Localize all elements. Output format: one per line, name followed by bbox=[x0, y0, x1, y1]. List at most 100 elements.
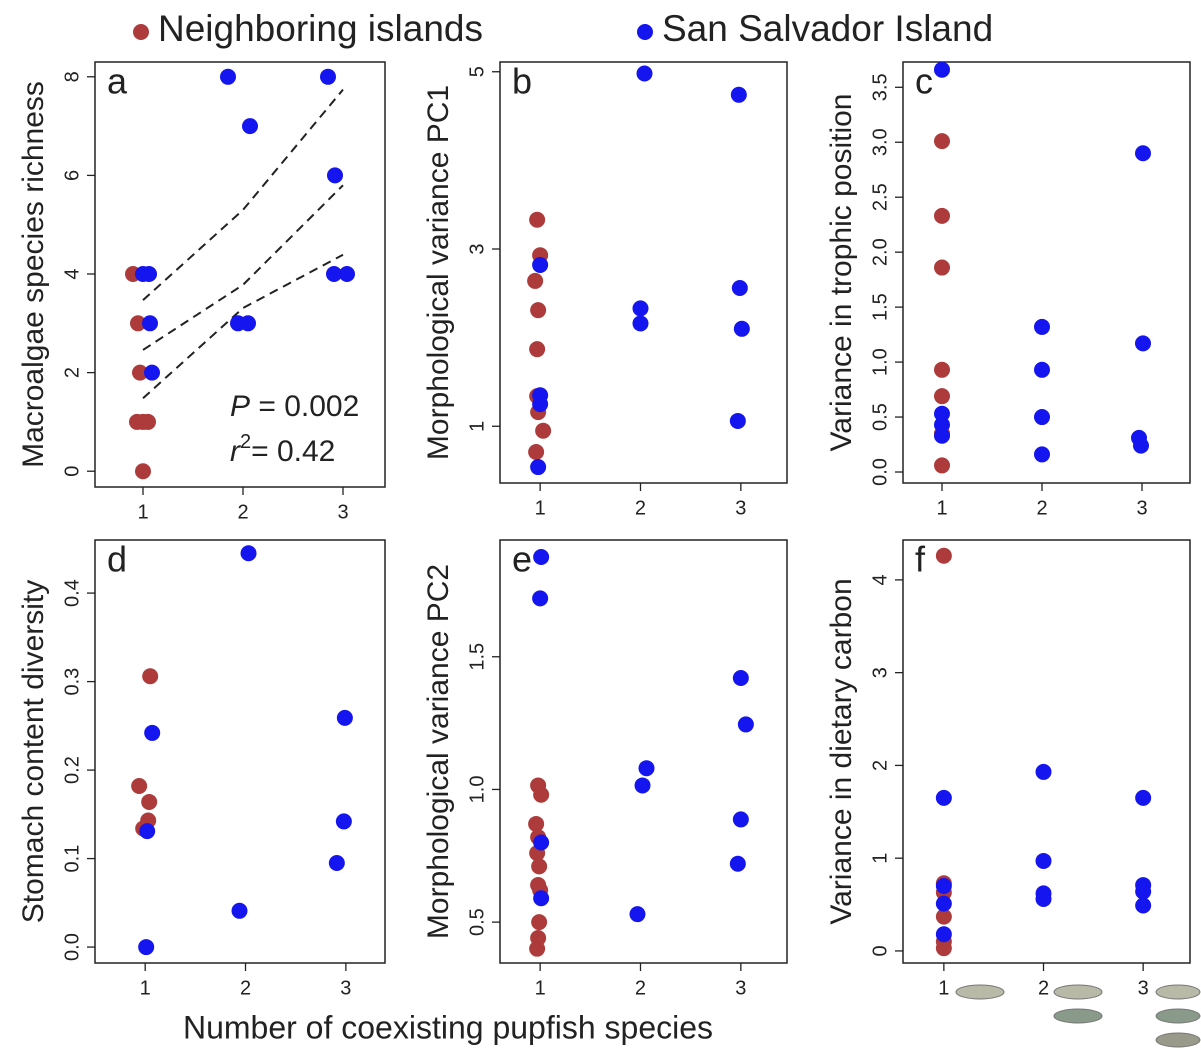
y-tick-label: 0.1 bbox=[61, 845, 83, 873]
fish-icon bbox=[1053, 1008, 1103, 1024]
data-point bbox=[935, 789, 952, 806]
data-point bbox=[531, 858, 548, 875]
panel-label: a bbox=[107, 61, 128, 102]
data-point bbox=[935, 926, 952, 943]
data-point bbox=[638, 760, 655, 777]
y-tick-label: 2.0 bbox=[869, 238, 891, 266]
data-point bbox=[231, 902, 248, 919]
data-point bbox=[730, 86, 747, 103]
data-point bbox=[1133, 437, 1149, 454]
y-axis-title: Variance in dietary carbon bbox=[825, 578, 858, 924]
x-axis-title: Number of coexisting pupfish species bbox=[183, 1009, 713, 1045]
data-point bbox=[131, 778, 148, 795]
y-axis-title: Morphological variance PC1 bbox=[422, 85, 455, 460]
data-point bbox=[934, 259, 950, 276]
data-point bbox=[1034, 446, 1050, 463]
x-tick-label: 1 bbox=[936, 497, 947, 519]
x-tick-label: 3 bbox=[735, 497, 746, 519]
data-point bbox=[1135, 789, 1152, 806]
data-point bbox=[339, 266, 355, 283]
data-point bbox=[326, 266, 342, 283]
x-tick-label: 1 bbox=[140, 977, 151, 999]
data-point bbox=[731, 280, 748, 297]
data-point bbox=[138, 939, 155, 956]
data-point bbox=[533, 890, 550, 907]
data-point bbox=[532, 396, 549, 413]
data-point bbox=[336, 709, 353, 726]
data-point bbox=[634, 777, 651, 794]
data-point bbox=[1035, 763, 1052, 780]
fish-icon bbox=[1155, 1032, 1201, 1048]
data-point bbox=[729, 412, 746, 429]
data-point bbox=[1135, 335, 1151, 352]
data-point bbox=[141, 793, 158, 810]
data-point bbox=[327, 167, 343, 184]
y-tick-label: 6 bbox=[61, 170, 83, 181]
data-point bbox=[130, 315, 146, 332]
data-point bbox=[934, 133, 950, 150]
data-point bbox=[532, 590, 549, 607]
data-point bbox=[144, 364, 160, 381]
data-point bbox=[528, 443, 545, 460]
legend-marker bbox=[133, 24, 149, 40]
annotation-text: = 0.42 bbox=[251, 435, 335, 468]
data-point bbox=[240, 545, 257, 562]
data-point bbox=[632, 300, 649, 317]
data-point bbox=[1135, 145, 1151, 162]
fish-icon bbox=[955, 984, 1005, 1000]
data-point bbox=[934, 405, 950, 422]
y-tick-label: 1 bbox=[466, 421, 488, 432]
legend-label: San Salvador Island bbox=[662, 8, 993, 49]
y-tick-label: 0.5 bbox=[869, 403, 891, 431]
y-tick-label: 0.2 bbox=[61, 756, 83, 784]
y-tick-label: 1.5 bbox=[466, 643, 488, 671]
x-tick-label: 3 bbox=[340, 977, 351, 999]
y-tick-label: 0 bbox=[869, 945, 891, 956]
data-point bbox=[529, 940, 546, 957]
x-tick-label: 3 bbox=[337, 501, 348, 523]
data-point bbox=[328, 855, 345, 872]
plot-frame bbox=[902, 539, 1191, 964]
fit-line bbox=[142, 253, 344, 399]
data-point bbox=[535, 422, 552, 439]
fish-icon bbox=[1155, 984, 1201, 1000]
y-tick-label: 0.4 bbox=[61, 579, 83, 607]
data-point bbox=[533, 548, 550, 565]
data-point bbox=[1135, 883, 1152, 900]
y-tick-label: 0.0 bbox=[61, 933, 83, 961]
plot-frame bbox=[499, 61, 788, 484]
data-point bbox=[528, 815, 545, 832]
y-axis-title: Morphological variance PC2 bbox=[422, 564, 455, 939]
data-point bbox=[632, 315, 649, 332]
x-tick-label: 3 bbox=[735, 977, 746, 999]
fit-line bbox=[142, 184, 344, 351]
y-tick-label: 8 bbox=[61, 71, 83, 82]
y-axis-title: Stomach content diversity bbox=[17, 580, 50, 924]
data-point bbox=[934, 416, 950, 433]
y-tick-label: 0.3 bbox=[61, 668, 83, 696]
x-tick-label: 3 bbox=[1136, 497, 1147, 519]
y-tick-label: 3 bbox=[869, 667, 891, 678]
x-tick-label: 1 bbox=[535, 497, 546, 519]
annotation-text: = 0.002 bbox=[250, 390, 359, 423]
data-point bbox=[141, 266, 157, 283]
annotation: r2= 0.42 bbox=[230, 431, 335, 468]
legend-marker bbox=[637, 24, 653, 40]
x-tick-label: 2 bbox=[635, 977, 646, 999]
annotation-variable: r bbox=[230, 435, 241, 468]
y-tick-label: 2 bbox=[869, 760, 891, 771]
annotation-variable: P bbox=[230, 390, 250, 423]
data-point bbox=[140, 413, 156, 430]
data-point bbox=[142, 315, 158, 332]
annotation-superscript: 2 bbox=[240, 431, 251, 453]
data-point bbox=[732, 811, 749, 828]
data-point bbox=[533, 786, 550, 803]
x-tick-label: 2 bbox=[240, 977, 251, 999]
x-tick-label: 2 bbox=[1038, 977, 1049, 999]
y-tick-label: 0.0 bbox=[869, 458, 891, 486]
y-axis-title: Variance in trophic position bbox=[825, 94, 858, 452]
data-point bbox=[531, 914, 548, 931]
x-tick-label: 1 bbox=[938, 977, 949, 999]
data-point bbox=[335, 813, 352, 830]
